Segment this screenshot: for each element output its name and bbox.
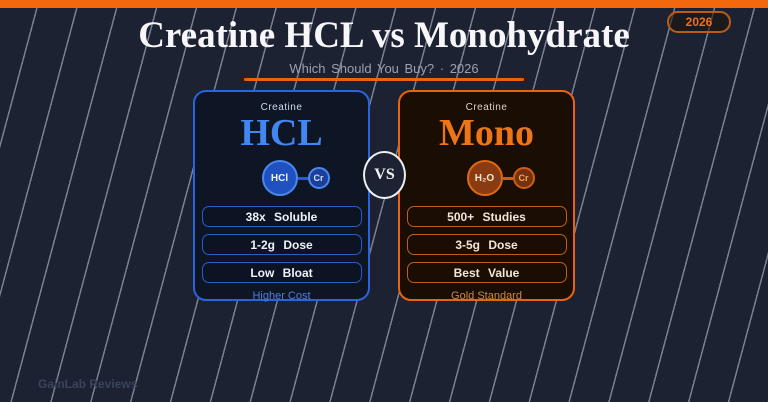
- hcl-molecule-bond: [297, 176, 308, 180]
- vs-label: VS: [374, 166, 395, 183]
- top-accent-bar: [0, 0, 768, 8]
- page-subtitle: Which Should You Buy? · 2026: [289, 61, 479, 76]
- hcl-molecule-primary-atom: HCl: [261, 160, 298, 196]
- mono-feature-list: 500+ Studies 3-5g Dose Best Value: [400, 206, 573, 283]
- mono-footnote: Gold Standard: [451, 290, 522, 302]
- card-mono-name: Mono: [439, 112, 534, 154]
- card-hcl: Creatine HCL HCl Cr 38x Soluble 1-2g Dos…: [193, 90, 370, 302]
- comparison-cards: Creatine HCL HCl Cr 38x Soluble 1-2g Dos…: [193, 90, 575, 302]
- mono-feature-value: Best Value: [406, 262, 567, 283]
- mono-feature-dose: 3-5g Dose: [406, 234, 567, 255]
- vs-divider-badge: VS: [363, 151, 406, 199]
- mono-molecule-secondary-atom: Cr: [512, 167, 535, 189]
- hcl-feature-list: 38x Soluble 1-2g Dose Low Bloat: [195, 206, 368, 283]
- card-mono-kicker: Creatine: [465, 102, 508, 113]
- brand-watermark: GainLab Reviews: [38, 377, 138, 391]
- card-hcl-name: HCL: [240, 112, 323, 154]
- mono-molecule-diagram: H₂O Cr: [414, 158, 587, 198]
- hcl-feature-bloat: Low Bloat: [201, 262, 362, 283]
- card-mono: Creatine Mono H₂O Cr 500+ Studies 3-5g D…: [398, 90, 575, 302]
- mono-feature-studies: 500+ Studies: [406, 206, 567, 227]
- hcl-footnote: Higher Cost: [252, 290, 311, 302]
- page-title: Creatine HCL vs Monohydrate: [138, 15, 630, 56]
- mono-molecule-primary-atom: H₂O: [466, 160, 503, 196]
- hcl-feature-solubility: 38x Soluble: [201, 206, 362, 227]
- mono-molecule-bond: [502, 176, 513, 180]
- subtitle-underline: [244, 78, 524, 81]
- year-badge: 2026: [667, 11, 731, 33]
- card-hcl-kicker: Creatine: [260, 102, 303, 113]
- hcl-molecule-diagram: HCl Cr: [209, 158, 382, 198]
- hcl-molecule-secondary-atom: Cr: [307, 167, 330, 189]
- hcl-feature-dose: 1-2g Dose: [201, 234, 362, 255]
- year-badge-label: 2026: [685, 15, 713, 29]
